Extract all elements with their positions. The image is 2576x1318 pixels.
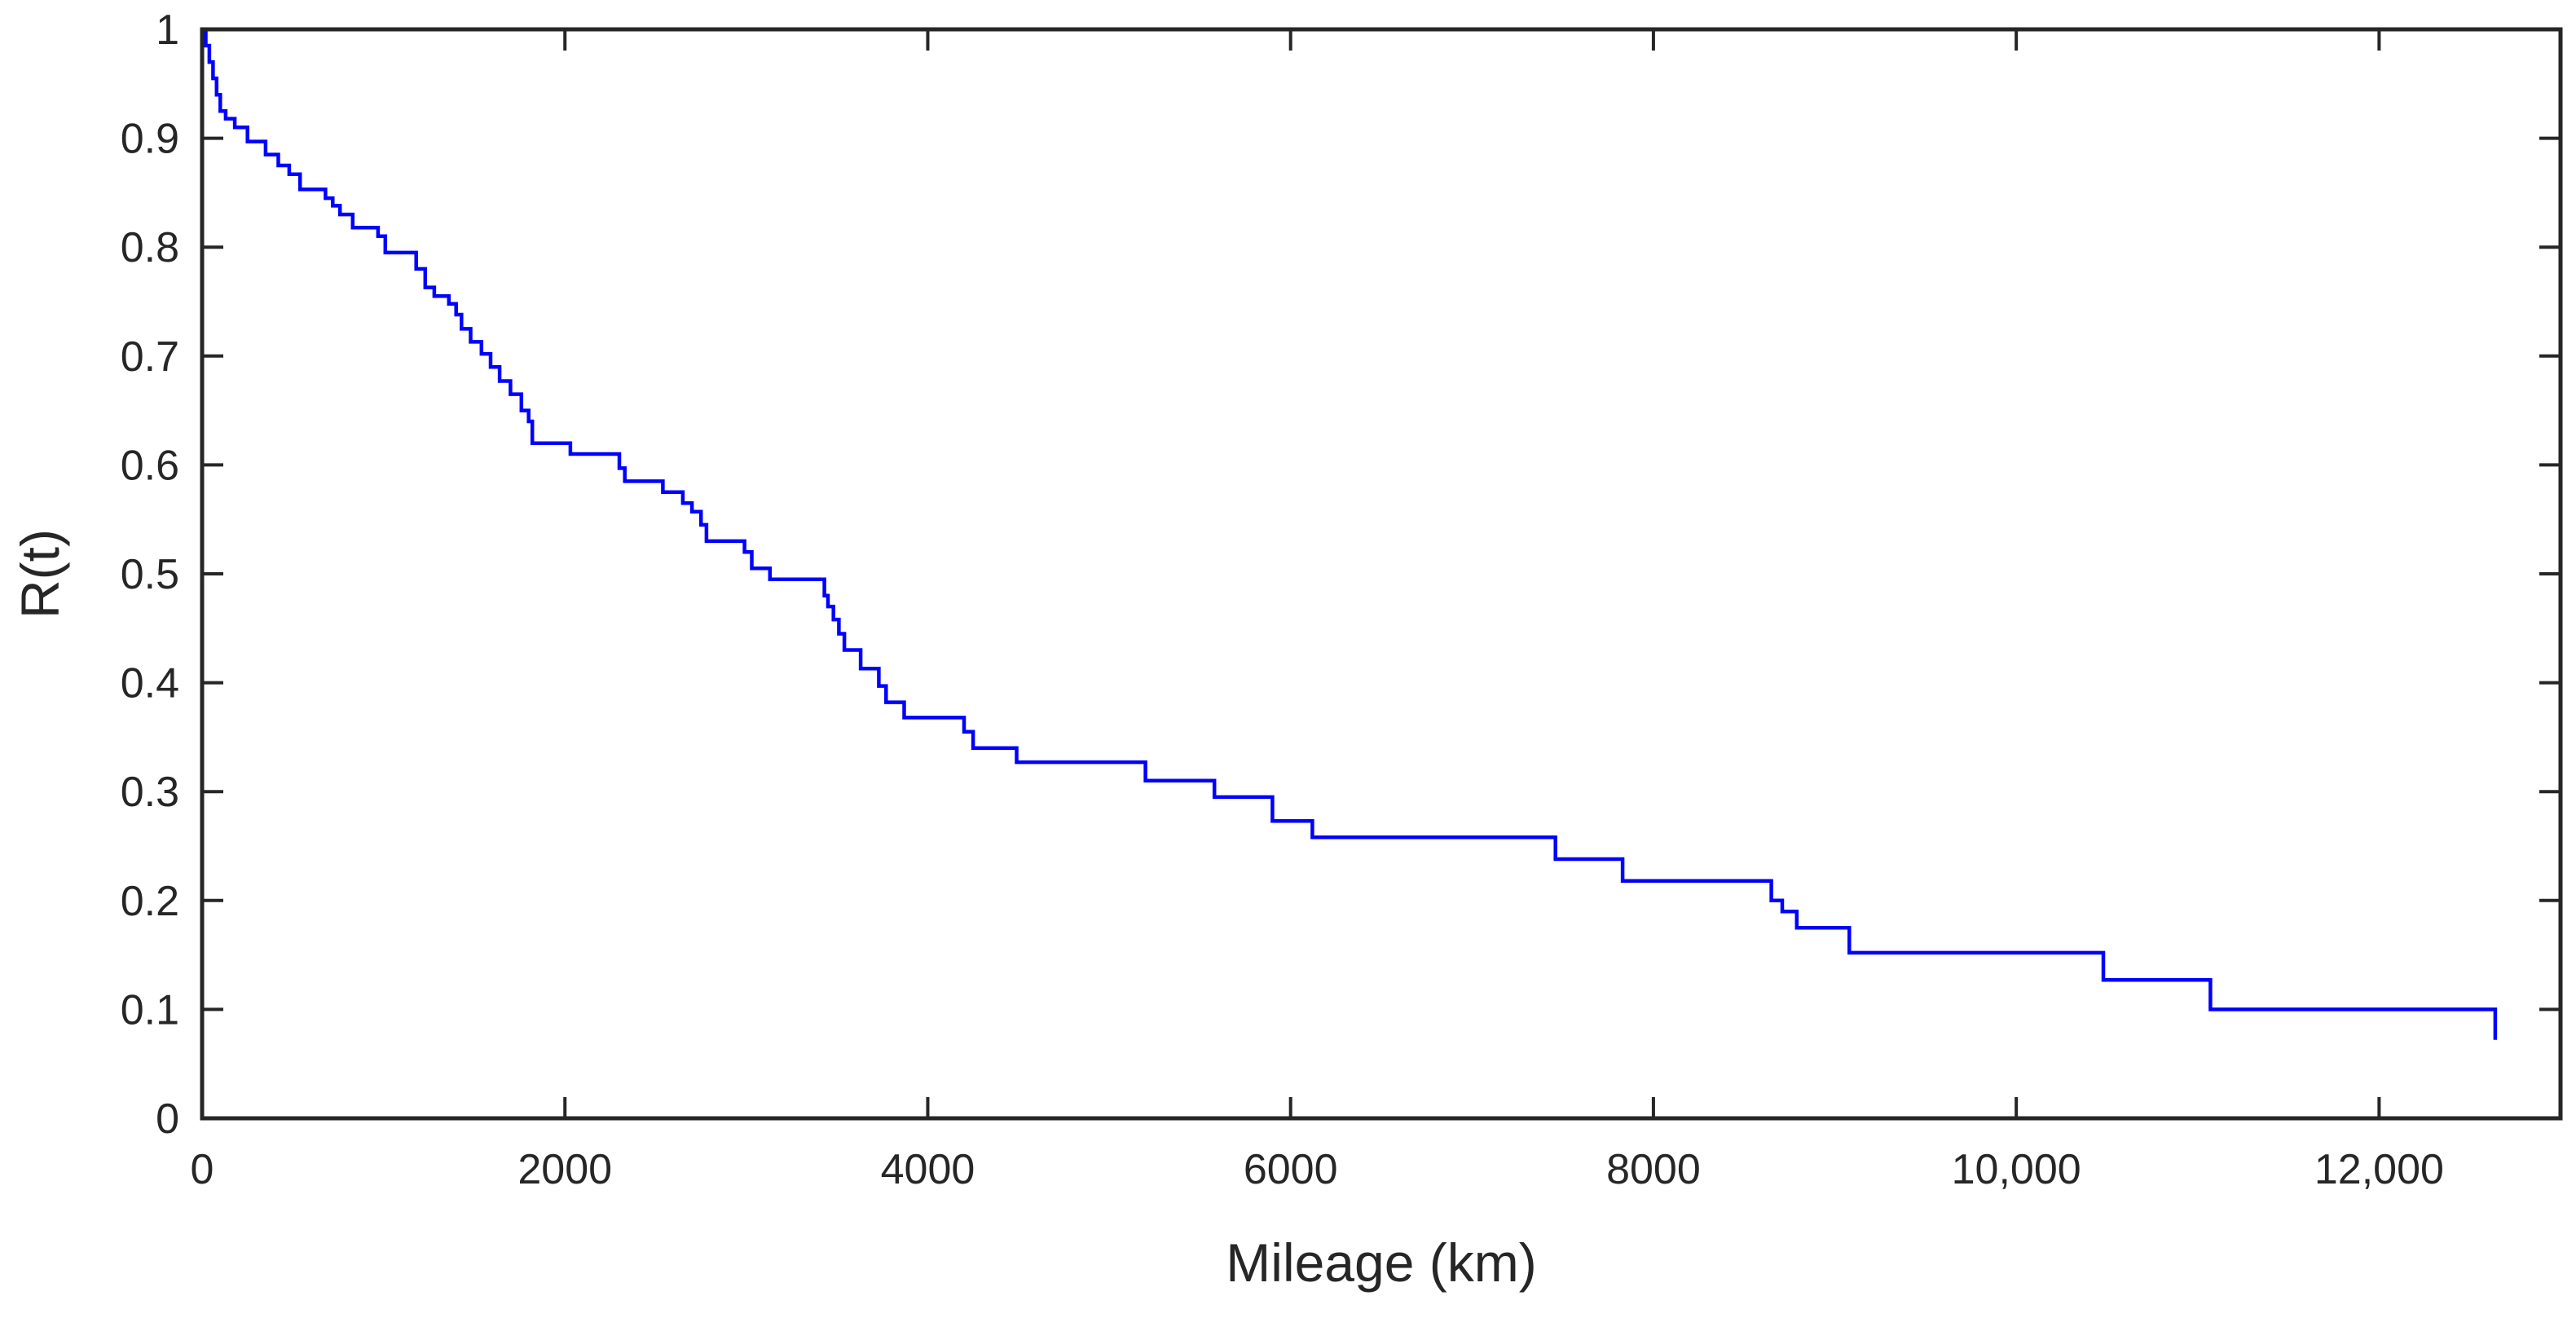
plot-area — [202, 27, 2498, 1040]
x-tick-label: 2000 — [517, 1146, 612, 1193]
x-axis-title: Mileage (km) — [1226, 1232, 1536, 1293]
x-tick-label: 12,000 — [2314, 1146, 2444, 1193]
x-tick-label: 0 — [191, 1146, 214, 1193]
y-axis-title: R(t) — [10, 529, 70, 619]
y-tick-label: 1 — [156, 7, 179, 54]
y-tick-label: 0.5 — [121, 551, 179, 598]
y-tick-label: 0.2 — [121, 878, 179, 925]
y-tick-label: 0.7 — [121, 333, 179, 381]
reliability-step-line — [202, 27, 2498, 1040]
x-tick-label: 6000 — [1244, 1146, 1338, 1193]
x-tick-label: 10,000 — [1952, 1146, 2081, 1193]
plot-frame — [200, 27, 2563, 1121]
x-tick-label: 8000 — [1606, 1146, 1701, 1193]
y-tick-label: 0.6 — [121, 442, 179, 489]
y-tick-label: 0.9 — [121, 116, 179, 163]
y-tick-label: 0.8 — [121, 224, 179, 271]
y-tick-label: 0 — [156, 1095, 179, 1143]
tick-labels: 0 2000 4000 6000 8000 10,000 12,000 0 0.1 0.2 0.3 0… — [121, 7, 2444, 1193]
y-tick-label: 0.4 — [121, 660, 179, 707]
y-tick-label: 0.1 — [121, 986, 179, 1034]
y-tick-label: 0.3 — [121, 769, 179, 816]
x-tick-label: 4000 — [881, 1146, 975, 1193]
